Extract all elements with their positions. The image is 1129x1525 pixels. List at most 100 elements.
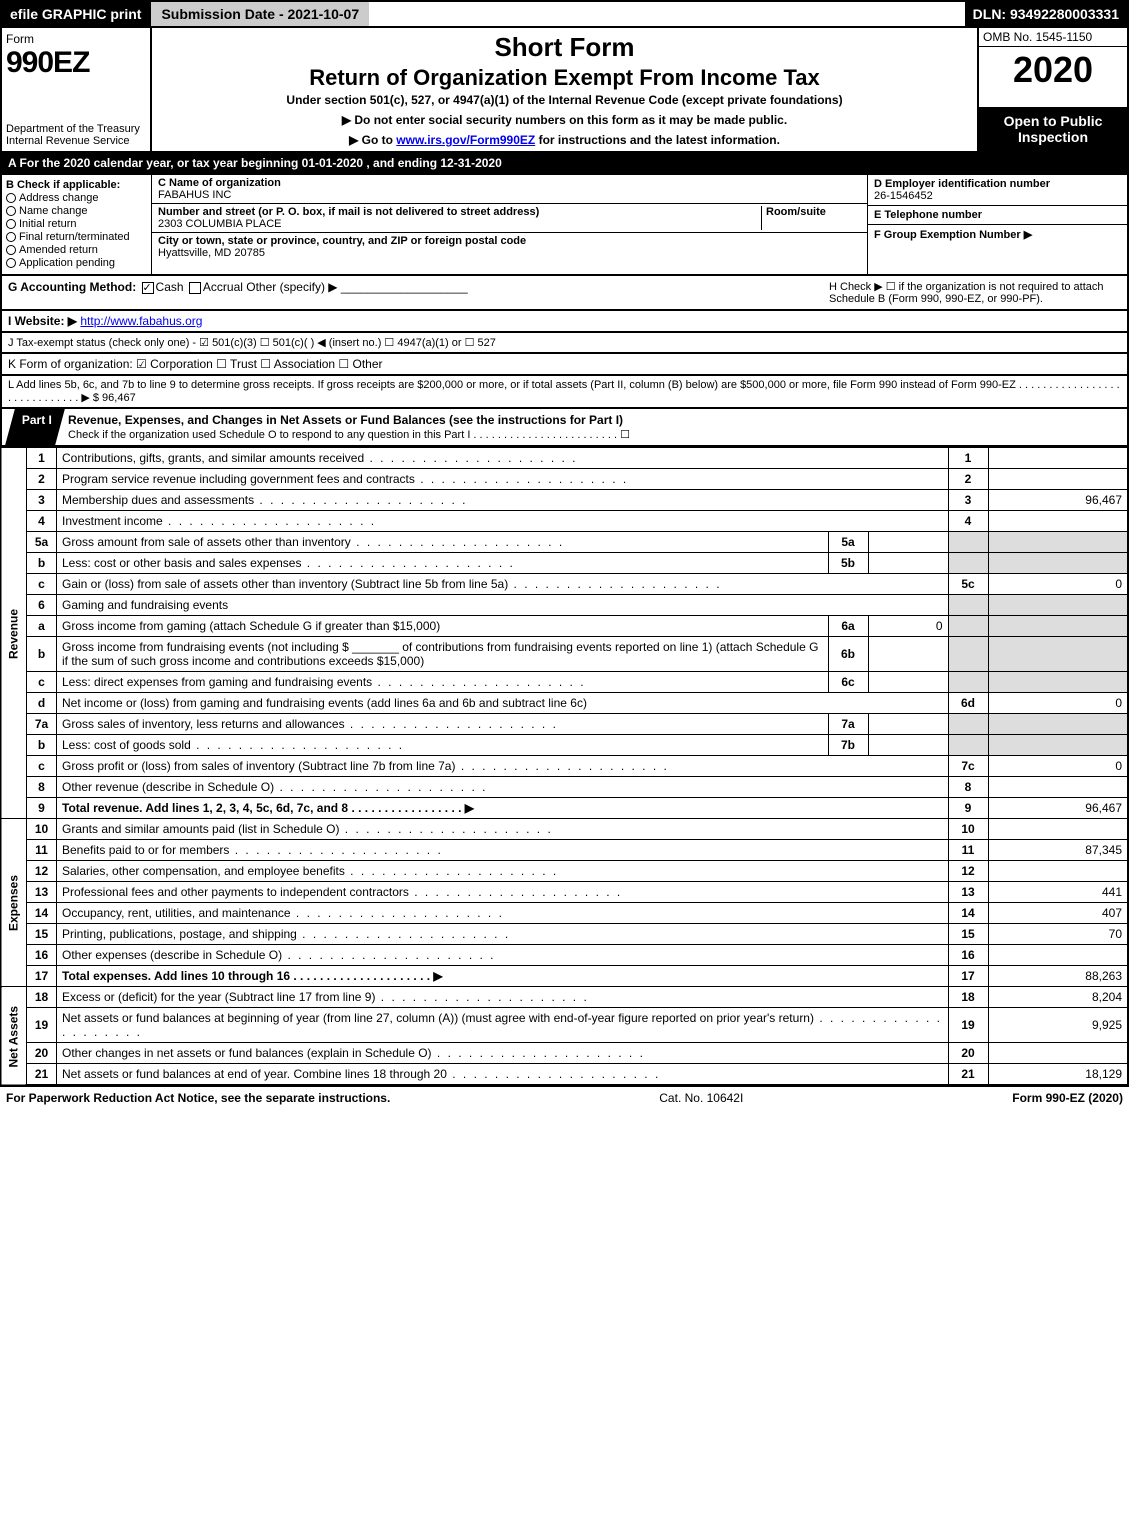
table-row: 17Total expenses. Add lines 10 through 1… xyxy=(1,966,1128,987)
section-f: F Group Exemption Number ▶ xyxy=(868,225,1127,274)
section-b: B Check if applicable: Address change Na… xyxy=(2,175,152,274)
table-row: 19Net assets or fund balances at beginni… xyxy=(1,1008,1128,1043)
chk-cash[interactable] xyxy=(142,282,154,294)
table-row: c Gross profit or (loss) from sales of i… xyxy=(1,756,1128,777)
line-val xyxy=(988,448,1128,469)
table-row: a Gross income from gaming (attach Sched… xyxy=(1,616,1128,637)
table-row: 3 Membership dues and assessments 3 96,4… xyxy=(1,490,1128,511)
efile-print[interactable]: efile GRAPHIC print xyxy=(2,2,149,26)
org-name-label: C Name of organization xyxy=(158,177,281,189)
table-row: 11Benefits paid to or for members1187,34… xyxy=(1,840,1128,861)
table-row: 7a Gross sales of inventory, less return… xyxy=(1,714,1128,735)
website-label: I Website: ▶ xyxy=(8,314,77,328)
table-row: 2 Program service revenue including gove… xyxy=(1,469,1128,490)
row-i: I Website: ▶ http://www.fabahus.org xyxy=(0,311,1129,333)
table-row: 13Professional fees and other payments t… xyxy=(1,882,1128,903)
header-mid: Short Form Return of Organization Exempt… xyxy=(152,28,977,151)
header-left: Form 990EZ Department of the Treasury In… xyxy=(2,28,152,151)
chk-name-change[interactable]: Name change xyxy=(6,205,147,217)
row-j: J Tax-exempt status (check only one) - ☑… xyxy=(0,333,1129,354)
short-form-title: Short Form xyxy=(160,32,969,63)
part-1-tab: Part I xyxy=(5,409,65,445)
table-row: 6 Gaming and fundraising events xyxy=(1,595,1128,616)
section-e: E Telephone number xyxy=(868,206,1127,225)
form-header: Form 990EZ Department of the Treasury In… xyxy=(0,28,1129,153)
website-link[interactable]: http://www.fabahus.org xyxy=(80,314,202,328)
ein-label: D Employer identification number xyxy=(874,178,1050,190)
part-1-title: Revenue, Expenses, and Changes in Net As… xyxy=(60,409,1127,445)
table-row: b Less: cost or other basis and sales ex… xyxy=(1,553,1128,574)
tax-year: 2020 xyxy=(979,47,1127,93)
table-row: d Net income or (loss) from gaming and f… xyxy=(1,693,1128,714)
footer-catno: Cat. No. 10642I xyxy=(659,1091,743,1105)
no-ssn-note: ▶ Do not enter social security numbers o… xyxy=(160,113,969,127)
g-label: G Accounting Method: xyxy=(8,280,136,294)
row-g-h: G Accounting Method: Cash Accrual Other … xyxy=(0,276,1129,311)
line-desc: Contributions, gifts, grants, and simila… xyxy=(57,448,949,469)
address-row: Number and street (or P. O. box, if mail… xyxy=(152,204,867,233)
form-number: 990EZ xyxy=(6,46,146,80)
return-title: Return of Organization Exempt From Incom… xyxy=(160,65,969,91)
city-row: City or town, state or province, country… xyxy=(152,233,867,261)
table-row: 20Other changes in net assets or fund ba… xyxy=(1,1043,1128,1064)
footer-form: Form 990-EZ (2020) xyxy=(1012,1091,1123,1105)
table-row: 21Net assets or fund balances at end of … xyxy=(1,1064,1128,1086)
org-name: FABAHUS INC xyxy=(158,189,231,201)
part-1-check: Check if the organization used Schedule … xyxy=(68,429,630,441)
entity-info: B Check if applicable: Address change Na… xyxy=(0,175,1129,276)
topbar: efile GRAPHIC print Submission Date - 20… xyxy=(0,0,1129,28)
expenses-side-label: Expenses xyxy=(1,819,27,987)
chk-initial-return[interactable]: Initial return xyxy=(6,218,147,230)
footer-left: For Paperwork Reduction Act Notice, see … xyxy=(6,1091,390,1105)
accounting-method: G Accounting Method: Cash Accrual Other … xyxy=(8,280,821,294)
chk-final-return[interactable]: Final return/terminated xyxy=(6,231,147,243)
chk-amended-return[interactable]: Amended return xyxy=(6,244,147,256)
omb-number: OMB No. 1545-1150 xyxy=(979,28,1127,47)
section-c: C Name of organization FABAHUS INC Numbe… xyxy=(152,175,867,274)
row-l: L Add lines 5b, 6c, and 7b to line 9 to … xyxy=(0,376,1129,409)
goto-link[interactable]: www.irs.gov/Form990EZ xyxy=(396,133,535,147)
table-row: 9 Total revenue. Add lines 1, 2, 3, 4, 5… xyxy=(1,798,1128,819)
row-k: K Form of organization: ☑ Corporation ☐ … xyxy=(0,354,1129,376)
room-label: Room/suite xyxy=(766,206,826,218)
table-row: 14Occupancy, rent, utilities, and mainte… xyxy=(1,903,1128,924)
header-right: OMB No. 1545-1150 2020 Open to Public In… xyxy=(977,28,1127,151)
ein: 26-1546452 xyxy=(874,190,933,202)
table-row: 4 Investment income 4 xyxy=(1,511,1128,532)
table-row: b Gross income from fundraising events (… xyxy=(1,637,1128,672)
sections-def: D Employer identification number 26-1546… xyxy=(867,175,1127,274)
address-label: Number and street (or P. O. box, if mail… xyxy=(158,206,539,218)
goto-post: for instructions and the latest informat… xyxy=(535,133,780,147)
goto-pre: ▶ Go to xyxy=(349,133,396,147)
chk-address-change[interactable]: Address change xyxy=(6,192,147,204)
department: Department of the Treasury Internal Reve… xyxy=(6,123,146,147)
line-num: 1 xyxy=(27,448,57,469)
table-row: 5a Gross amount from sale of assets othe… xyxy=(1,532,1128,553)
page-footer: For Paperwork Reduction Act Notice, see … xyxy=(0,1086,1129,1109)
revenue-side-label: Revenue xyxy=(1,448,27,819)
table-row: Revenue 1 Contributions, gifts, grants, … xyxy=(1,448,1128,469)
line-rnum: 1 xyxy=(948,448,988,469)
group-exemption-label: F Group Exemption Number ▶ xyxy=(874,229,1032,241)
chk-accrual[interactable] xyxy=(189,282,201,294)
form-label: Form xyxy=(6,32,146,46)
chk-application-pending[interactable]: Application pending xyxy=(6,257,147,269)
under-section: Under section 501(c), 527, or 4947(a)(1)… xyxy=(160,93,969,107)
org-name-row: C Name of organization FABAHUS INC xyxy=(152,175,867,204)
row-h: H Check ▶ ☐ if the organization is not r… xyxy=(821,280,1121,305)
open-public-inspection: Open to Public Inspection xyxy=(979,107,1127,151)
period-row: A For the 2020 calendar year, or tax yea… xyxy=(0,153,1129,175)
part-1-header: Part I Revenue, Expenses, and Changes in… xyxy=(0,409,1129,447)
address: 2303 COLUMBIA PLACE xyxy=(158,218,282,230)
submission-date: Submission Date - 2021-10-07 xyxy=(149,2,369,26)
table-row: Expenses 10 Grants and similar amounts p… xyxy=(1,819,1128,840)
table-row: Net Assets 18Excess or (deficit) for the… xyxy=(1,987,1128,1008)
goto-line: ▶ Go to www.irs.gov/Form990EZ for instru… xyxy=(160,133,969,147)
section-d: D Employer identification number 26-1546… xyxy=(868,175,1127,206)
netassets-side-label: Net Assets xyxy=(1,987,27,1086)
table-row: 8 Other revenue (describe in Schedule O)… xyxy=(1,777,1128,798)
dln: DLN: 93492280003331 xyxy=(965,2,1127,26)
table-row: 15Printing, publications, postage, and s… xyxy=(1,924,1128,945)
table-row: c Less: direct expenses from gaming and … xyxy=(1,672,1128,693)
section-b-label: B Check if applicable: xyxy=(6,179,120,191)
